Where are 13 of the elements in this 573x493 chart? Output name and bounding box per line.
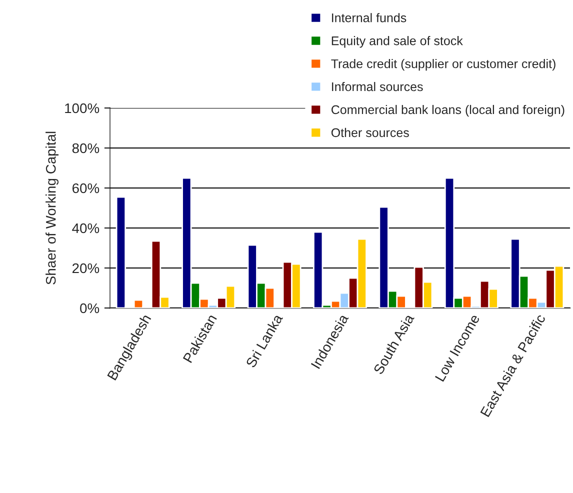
y-axis-title: Shaer of Working Capital <box>46 132 59 284</box>
y-tick-label: 40% <box>72 223 100 234</box>
y-tick-label: 60% <box>72 183 100 194</box>
legend-label: Equity and sale of stock <box>332 36 463 48</box>
legend-label: Commercial bank loans (local and foreign) <box>332 104 564 117</box>
legend-label: Informal sources <box>332 82 423 92</box>
legend-label: Trade credit (supplier or customer credit) <box>331 59 556 71</box>
y-tick-label: 0% <box>80 303 100 314</box>
y-tick-label: 20% <box>72 263 100 274</box>
legend-label: Internal funds <box>332 13 406 22</box>
y-tick-label: 100% <box>65 103 100 114</box>
y-tick-label: 80% <box>72 143 100 154</box>
legend-label: Other sources <box>331 128 409 138</box>
